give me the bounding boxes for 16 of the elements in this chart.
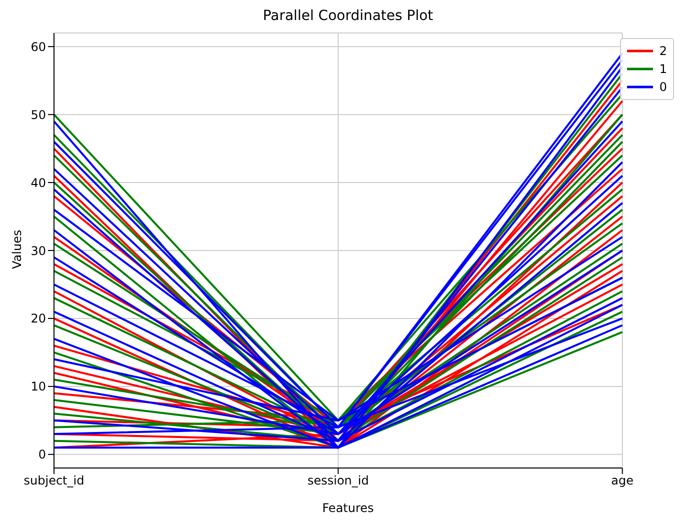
legend-label: 2 — [659, 44, 667, 58]
y-tick-label: 20 — [30, 312, 46, 326]
y-tick-label: 40 — [30, 176, 46, 190]
legend-label: 0 — [659, 80, 667, 94]
legend-label: 1 — [659, 62, 667, 76]
y-tick-label: 10 — [30, 380, 46, 394]
y-tick-label: 60 — [30, 40, 46, 54]
chart-title: Parallel Coordinates Plot — [262, 8, 434, 26]
y-tick-label: 30 — [30, 244, 46, 258]
x-tick-label: subject_id — [24, 474, 84, 488]
y-tick-label: 50 — [30, 108, 46, 122]
y-tick-label: 0 — [38, 448, 46, 462]
y-axis-title: Values — [10, 230, 24, 269]
x-tick-label: age — [611, 474, 634, 488]
x-axis-title: Features — [321, 501, 375, 515]
x-tick-label: session_id — [307, 474, 369, 488]
